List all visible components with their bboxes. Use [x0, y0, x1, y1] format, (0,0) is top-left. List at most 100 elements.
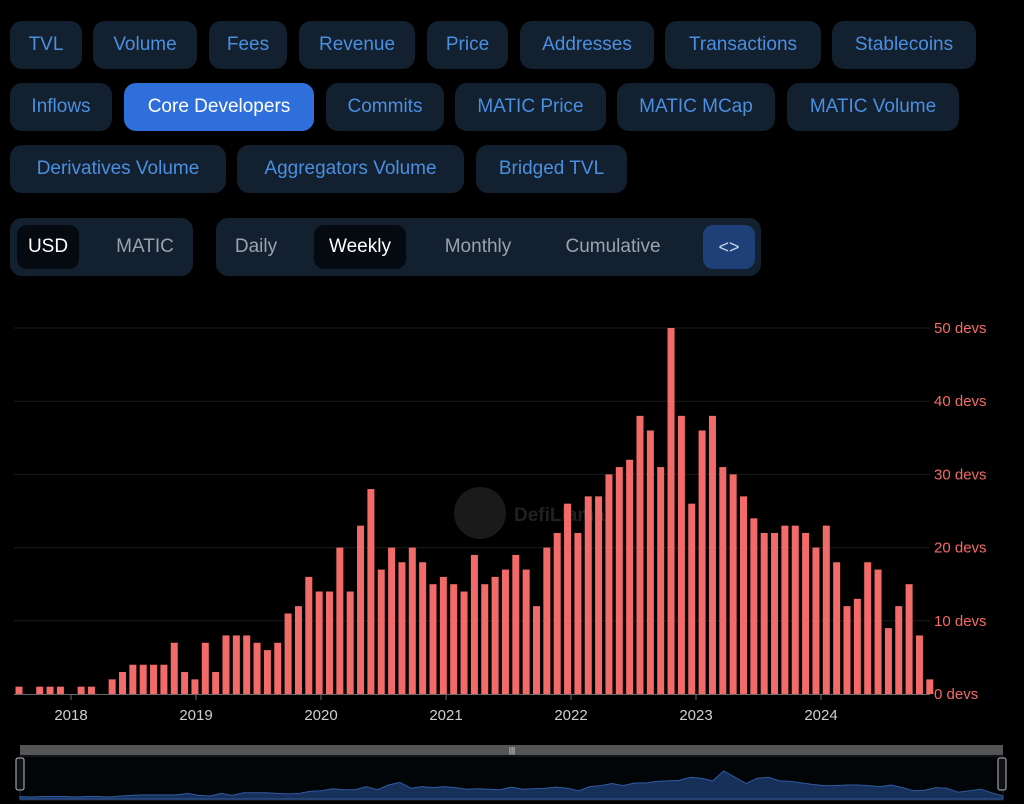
- range-slider[interactable]: |||: [15, 745, 1007, 801]
- tab-tvl[interactable]: TVL: [10, 21, 82, 69]
- bar[interactable]: [822, 525, 830, 694]
- tab-stablecoins[interactable]: Stablecoins: [832, 21, 976, 69]
- bar[interactable]: [460, 591, 468, 694]
- bar[interactable]: [677, 415, 685, 694]
- bar[interactable]: [884, 628, 892, 694]
- tab-inflows[interactable]: Inflows: [10, 83, 112, 131]
- bar[interactable]: [915, 635, 923, 694]
- bar[interactable]: [522, 569, 530, 694]
- bar[interactable]: [77, 686, 85, 694]
- bar[interactable]: [243, 635, 251, 694]
- interval-option-weekly[interactable]: Weekly: [314, 225, 406, 269]
- bar[interactable]: [315, 591, 323, 694]
- bar[interactable]: [232, 635, 240, 694]
- bar[interactable]: [574, 532, 582, 694]
- bar[interactable]: [895, 606, 903, 694]
- bar[interactable]: [87, 686, 95, 694]
- bar[interactable]: [729, 474, 737, 694]
- tab-derivatives-volume[interactable]: Derivatives Volume: [10, 145, 226, 193]
- bar[interactable]: [388, 547, 396, 694]
- tab-price[interactable]: Price: [427, 21, 508, 69]
- slider-right-handle[interactable]: [997, 757, 1007, 791]
- bar[interactable]: [605, 474, 613, 694]
- bar[interactable]: [501, 569, 509, 694]
- bar[interactable]: [905, 584, 913, 694]
- bar[interactable]: [564, 503, 572, 694]
- bar[interactable]: [263, 650, 271, 694]
- bar[interactable]: [740, 496, 747, 694]
- bar[interactable]: [160, 664, 168, 694]
- bar[interactable]: [222, 635, 230, 694]
- bar[interactable]: [481, 584, 489, 694]
- tab-bridged-tvl[interactable]: Bridged TVL: [476, 145, 627, 193]
- bar[interactable]: [781, 525, 789, 694]
- bar[interactable]: [543, 547, 551, 694]
- bar[interactable]: [36, 686, 44, 694]
- bar[interactable]: [377, 569, 385, 694]
- bar[interactable]: [657, 467, 665, 694]
- bar[interactable]: [533, 606, 540, 694]
- bar[interactable]: [408, 547, 416, 694]
- bar[interactable]: [346, 591, 354, 694]
- bar[interactable]: [553, 532, 561, 694]
- bar[interactable]: [212, 672, 220, 694]
- bar[interactable]: [636, 415, 644, 694]
- bar[interactable]: [284, 613, 292, 694]
- bar[interactable]: [274, 642, 282, 694]
- tab-matic-volume[interactable]: MATIC Volume: [787, 83, 959, 131]
- bar[interactable]: [926, 679, 934, 694]
- bar[interactable]: [253, 642, 261, 694]
- bar[interactable]: [181, 672, 189, 694]
- bar[interactable]: [398, 562, 406, 694]
- bar[interactable]: [470, 554, 478, 694]
- bar[interactable]: [843, 606, 851, 694]
- bar[interactable]: [833, 562, 841, 694]
- bar[interactable]: [119, 672, 126, 694]
- bar[interactable]: [129, 664, 137, 694]
- bar[interactable]: [201, 642, 209, 694]
- interval-option-daily[interactable]: Daily: [234, 236, 278, 257]
- bar[interactable]: [584, 496, 592, 694]
- bar[interactable]: [595, 496, 603, 694]
- bar[interactable]: [698, 430, 706, 694]
- embed-code-button[interactable]: <>: [703, 225, 755, 269]
- bar[interactable]: [15, 686, 23, 694]
- bar[interactable]: [357, 525, 365, 694]
- bar[interactable]: [305, 576, 313, 694]
- bar[interactable]: [708, 415, 716, 694]
- bar[interactable]: [419, 562, 427, 694]
- slider-scrollbar[interactable]: [20, 745, 1003, 755]
- bar[interactable]: [615, 467, 623, 694]
- bar[interactable]: [46, 686, 54, 694]
- bar[interactable]: [170, 642, 178, 694]
- tab-revenue[interactable]: Revenue: [299, 21, 415, 69]
- bar[interactable]: [294, 606, 302, 694]
- bar[interactable]: [626, 459, 634, 694]
- bar[interactable]: [646, 430, 654, 694]
- tab-volume[interactable]: Volume: [93, 21, 197, 69]
- tab-matic-price[interactable]: MATIC Price: [455, 83, 606, 131]
- bar[interactable]: [139, 664, 147, 694]
- bar[interactable]: [367, 489, 375, 694]
- tab-fees[interactable]: Fees: [209, 21, 287, 69]
- bar[interactable]: [864, 562, 872, 694]
- interval-option-cumulative[interactable]: Cumulative: [565, 236, 661, 257]
- bar[interactable]: [688, 503, 696, 694]
- currency-option-usd[interactable]: USD: [17, 225, 79, 269]
- bar[interactable]: [150, 664, 158, 694]
- bar[interactable]: [812, 547, 820, 694]
- slider-grip-icon[interactable]: |||: [509, 746, 515, 755]
- bar[interactable]: [191, 679, 199, 694]
- bar[interactable]: [667, 328, 675, 694]
- bar[interactable]: [771, 532, 779, 694]
- tab-addresses[interactable]: Addresses: [520, 21, 654, 69]
- bar[interactable]: [853, 598, 861, 694]
- tab-core-developers[interactable]: Core Developers: [124, 83, 314, 131]
- bar[interactable]: [750, 518, 758, 694]
- bar[interactable]: [439, 576, 447, 694]
- bar[interactable]: [874, 569, 882, 694]
- currency-option-matic[interactable]: MATIC: [116, 236, 174, 257]
- tab-matic-mcap[interactable]: MATIC MCap: [617, 83, 775, 131]
- bar[interactable]: [719, 467, 727, 694]
- bar[interactable]: [56, 686, 64, 694]
